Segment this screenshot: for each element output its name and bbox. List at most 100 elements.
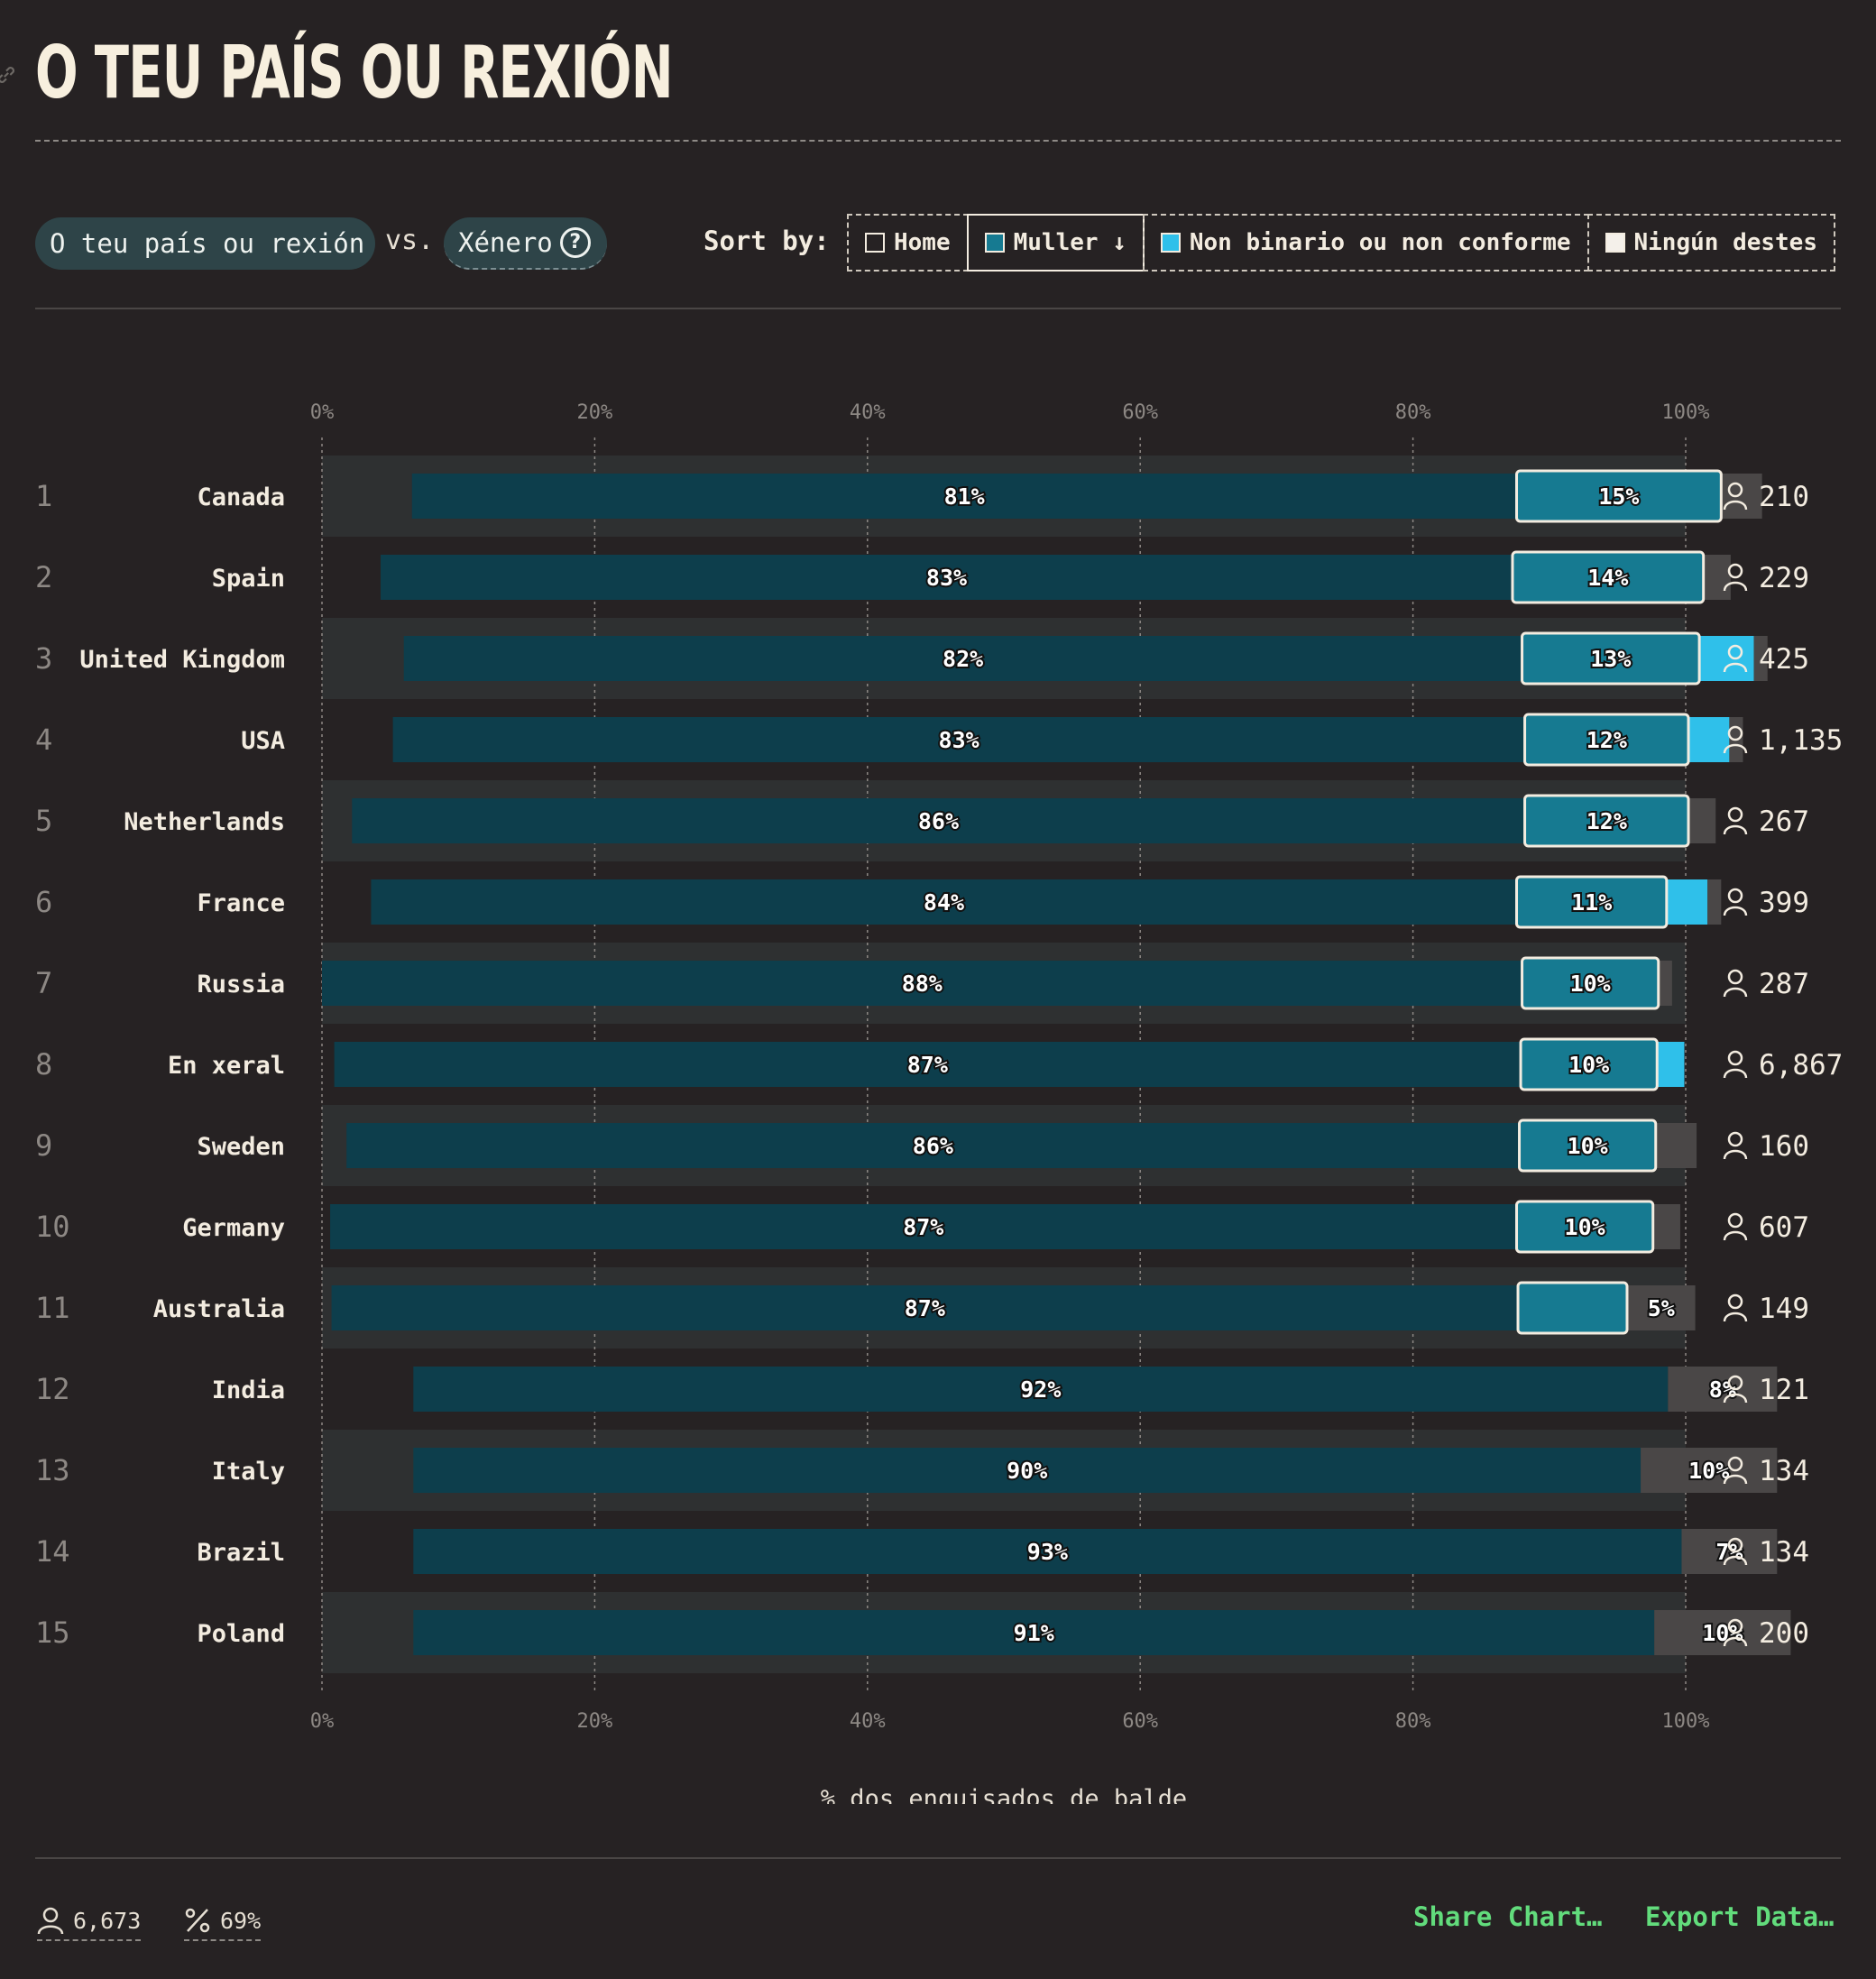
respondents-count: 6,673 — [73, 1907, 142, 1934]
person-icon-head — [1727, 888, 1743, 904]
bar-value-label: 12% — [1586, 727, 1627, 753]
person-icon — [1723, 1456, 1748, 1485]
row-rank: 13 — [35, 1453, 70, 1487]
bar-segment-muller — [1523, 794, 1690, 848]
row-count: 121 — [1759, 1374, 1809, 1406]
bar-segment-ningún — [1655, 1123, 1697, 1168]
title-divider — [35, 140, 1841, 142]
person-icon-head — [1727, 1537, 1743, 1553]
bar-value-label: 86% — [913, 1133, 953, 1159]
footer-divider — [35, 1857, 1841, 1859]
row-count: 149 — [1759, 1293, 1809, 1325]
person-icon-head — [1727, 1293, 1743, 1310]
compare-select[interactable]: Xénero ? — [444, 217, 607, 270]
row-rank: 7 — [35, 966, 52, 1000]
help-icon[interactable]: ? — [559, 227, 591, 258]
stacked-bar-chart: 0% 0% 20% 20% 40% 40% 60% 60% 80% 80% 100% 100% 1 Can… — [35, 401, 1843, 1804]
bar-value-label: 91% — [1014, 1620, 1054, 1646]
bar-segment-home — [392, 717, 1525, 762]
person-icon — [1723, 1375, 1748, 1404]
vs-label: vs. — [385, 225, 435, 256]
bar-segment-home — [330, 1204, 1517, 1249]
share-chart-link[interactable]: Share Chart… — [1413, 1901, 1603, 1932]
sort-muller-button[interactable]: Muller ↓ — [966, 214, 1145, 272]
bar-value-label: 86% — [918, 808, 959, 834]
person-icon-head — [1727, 1375, 1743, 1391]
sort-nonbinary-label: Non binario ou non conforme — [1189, 229, 1571, 256]
bar-segment-non — [1688, 717, 1730, 762]
person-icon-body — [1723, 662, 1748, 673]
sort-options: Home Muller ↓ Non binario ou non conform… — [847, 214, 1835, 272]
bar-segment-home — [413, 1610, 1655, 1655]
person-icon — [1723, 1537, 1748, 1566]
x-tick-label-bottom: 20% — [577, 1710, 613, 1733]
row-rank: 1 — [35, 479, 52, 513]
page-title: O TEU PAÍS OU REXIÓN — [35, 31, 674, 115]
row-country: Russia — [197, 971, 285, 999]
bar-segment-ningún — [1641, 1448, 1778, 1493]
bar-value-label: 92% — [1020, 1376, 1061, 1403]
bar-value-label: 82% — [943, 646, 983, 672]
person-icon — [1723, 1131, 1748, 1160]
row-country: Brazil — [197, 1539, 285, 1567]
row-count: 200 — [1759, 1617, 1809, 1650]
bar-segment-ningún — [1668, 1367, 1778, 1412]
row-rank: 4 — [35, 723, 52, 757]
person-icon-head — [1727, 1050, 1743, 1066]
bar-segment-ningún — [1658, 961, 1672, 1006]
bar-segment-home — [413, 1367, 1669, 1412]
sort-home-label: Home — [894, 229, 951, 256]
x-tick-label-bottom: 100% — [1662, 1710, 1710, 1733]
bar-value-label: 14% — [1587, 565, 1628, 591]
x-tick-label-bottom: 0% — [310, 1710, 335, 1733]
group-by-select[interactable]: O teu país ou rexión — [35, 217, 375, 270]
row-country: India — [212, 1376, 285, 1404]
person-icon-body — [1723, 581, 1748, 592]
row-rank: 9 — [35, 1128, 52, 1163]
bar-segment-ningún — [1703, 555, 1731, 600]
bar-segment-muller — [1518, 1118, 1658, 1173]
bar-value-label: 10% — [1568, 1052, 1609, 1078]
row-count: 229 — [1759, 562, 1809, 594]
row-count: 134 — [1759, 1455, 1809, 1487]
person-icon-head — [1727, 482, 1743, 498]
bar-segment-ningún — [1721, 474, 1762, 519]
bar-value-label: 10% — [1570, 971, 1611, 997]
x-tick-label-top: 80% — [1395, 401, 1431, 424]
bar-segment-muller — [1519, 1037, 1659, 1091]
bar-segment-ningún — [1681, 1529, 1778, 1574]
respondents-stat[interactable]: 6,673 — [37, 1901, 142, 1941]
sort-by-label: Sort by: — [704, 226, 830, 256]
person-icon-body — [1723, 1393, 1748, 1404]
percent-stat[interactable]: 69% — [184, 1901, 262, 1941]
row-count: 267 — [1759, 805, 1809, 838]
row-count: 210 — [1759, 481, 1809, 513]
row-count: 1,135 — [1759, 724, 1843, 757]
bar-segment-home — [413, 1448, 1642, 1493]
link-icon[interactable] — [0, 63, 18, 87]
person-icon — [1723, 888, 1748, 916]
row-rank: 3 — [35, 641, 52, 676]
bar-segment-home — [352, 798, 1525, 843]
bar-value-label: 10% — [1565, 1214, 1605, 1240]
bar-segment-home — [331, 1285, 1519, 1330]
bar-value-label: 13% — [1590, 646, 1631, 672]
bar-value-label: 81% — [944, 483, 985, 510]
bar-segment-home — [371, 879, 1517, 925]
person-icon-head — [1727, 1131, 1743, 1147]
bar-segment-home — [322, 961, 1522, 1006]
bar-segment-muller — [1516, 1281, 1629, 1335]
bar-value-label: 5% — [1648, 1295, 1675, 1321]
bar-segment-ningún — [1707, 879, 1722, 925]
row-rank: 10 — [35, 1210, 70, 1244]
bar-value-label: 87% — [905, 1295, 945, 1321]
sort-nonbinary-button[interactable]: Non binario ou non conforme — [1142, 214, 1589, 272]
person-icon-body — [1723, 743, 1748, 754]
bar-value-label: 10% — [1688, 1458, 1729, 1484]
row-count: 134 — [1759, 1536, 1809, 1569]
sort-home-button[interactable]: Home — [847, 214, 969, 272]
row-country: Italy — [212, 1458, 285, 1486]
sort-none-button[interactable]: Ningún destes — [1586, 214, 1835, 272]
export-data-link[interactable]: Export Data… — [1645, 1901, 1835, 1932]
row-country: Germany — [182, 1214, 285, 1242]
